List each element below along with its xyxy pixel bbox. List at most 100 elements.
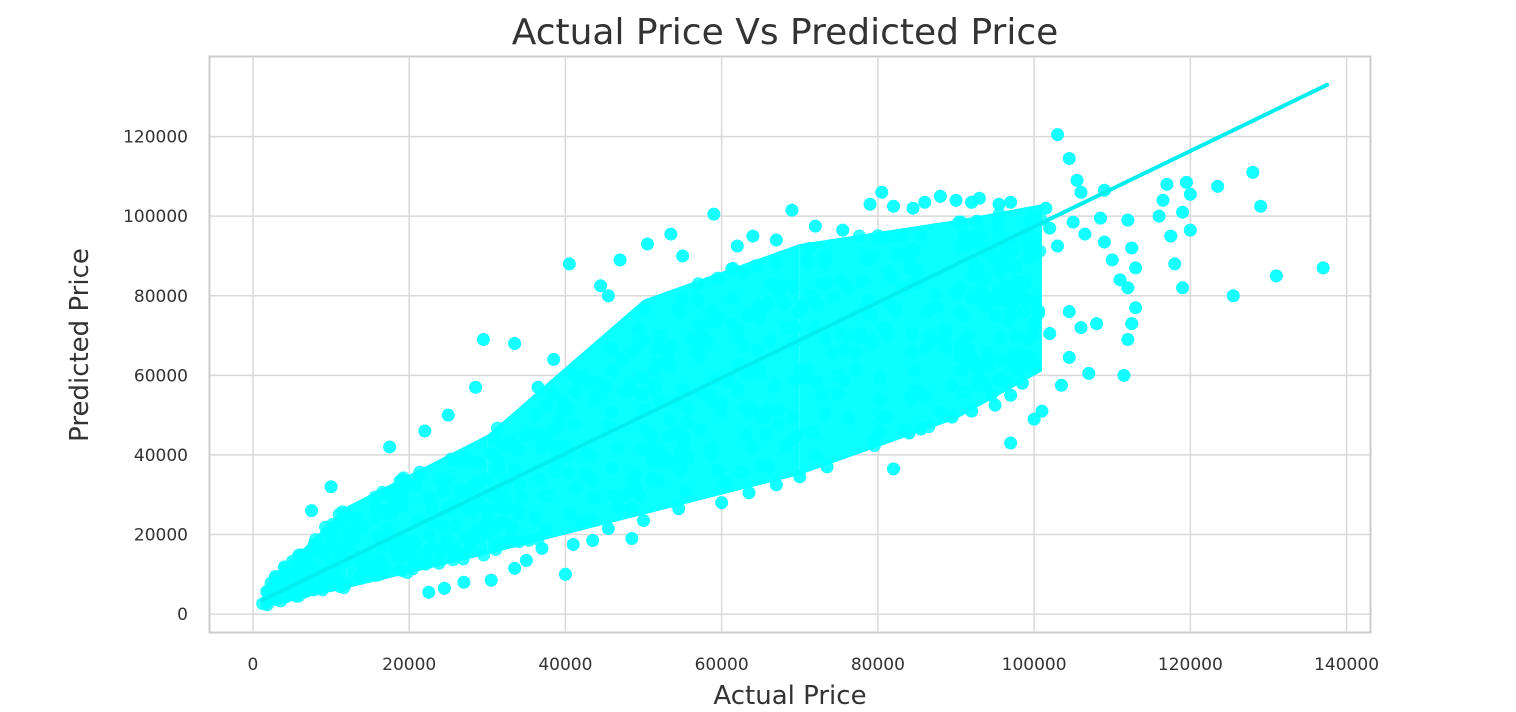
scatter-point — [1094, 211, 1108, 225]
scatter-point — [566, 537, 580, 551]
scatter-point — [628, 468, 642, 482]
scatter-point — [923, 329, 937, 343]
scatter-point — [546, 388, 560, 402]
scatter-point — [637, 303, 651, 317]
scatter-point — [1035, 404, 1049, 418]
scatter-point — [357, 556, 371, 570]
scatter-point — [769, 478, 783, 492]
scatter-point — [1004, 388, 1018, 402]
scatter-point — [949, 193, 963, 207]
scatter-point — [668, 456, 682, 470]
scatter-point — [504, 435, 518, 449]
scatter-point — [730, 239, 744, 253]
scatter-point — [626, 345, 640, 359]
scatter-point — [434, 544, 448, 558]
scatter-point — [903, 261, 917, 275]
scatter-point — [992, 207, 1006, 221]
scatter-point — [460, 502, 474, 516]
scatter-point — [562, 257, 576, 271]
scatter-point — [425, 502, 439, 516]
scatter-point — [1125, 317, 1139, 331]
scatter-point — [791, 305, 805, 319]
scatter-point — [991, 286, 1005, 300]
scatter-point — [715, 496, 729, 510]
scatter-point — [945, 410, 959, 424]
scatter-point — [673, 306, 687, 320]
scatter-point — [861, 252, 875, 266]
scatter-point — [1004, 309, 1018, 323]
scatter-point — [541, 489, 555, 503]
scatter-point — [618, 487, 632, 501]
scatter-point — [571, 373, 585, 387]
scatter-point — [830, 386, 844, 400]
scatter-point — [274, 594, 288, 608]
x-tick-label: 40000 — [538, 655, 592, 675]
scatter-point — [854, 331, 868, 345]
scatter-point — [278, 560, 292, 574]
scatter-point — [481, 512, 495, 526]
scatter-point — [348, 520, 362, 534]
scatter-point — [1051, 239, 1065, 253]
scatter-point — [749, 259, 763, 273]
scatter-point — [636, 371, 650, 385]
scatter-point — [436, 484, 450, 498]
scatter-point — [726, 291, 740, 305]
scatter-point — [638, 423, 652, 437]
x-tick-label: 120000 — [1158, 655, 1223, 675]
scatter-point — [632, 323, 646, 337]
scatter-point — [939, 324, 953, 338]
scatter-point — [446, 553, 460, 567]
scatter-point — [810, 449, 824, 463]
scatter-point — [1125, 241, 1139, 255]
scatter-point — [799, 370, 813, 384]
chart-title: Actual Price Vs Predicted Price — [512, 12, 1059, 53]
scatter-point — [448, 543, 462, 557]
scatter-point — [742, 308, 756, 322]
scatter-point — [636, 442, 650, 456]
scatter-point — [569, 384, 583, 398]
scatter-point — [1117, 368, 1131, 382]
scatter-point — [930, 300, 944, 314]
scatter-point — [1074, 185, 1088, 199]
scatter-point — [1027, 412, 1041, 426]
scatter-point — [757, 411, 771, 425]
scatter-point — [510, 502, 524, 516]
scatter-point — [714, 404, 728, 418]
scatter-point — [1316, 261, 1330, 275]
scatter-point — [842, 330, 856, 344]
scatter-point — [887, 199, 901, 213]
scatter-point — [519, 553, 533, 567]
scatter-point — [855, 274, 869, 288]
scatter-point — [865, 336, 879, 350]
scatter-point — [815, 388, 829, 402]
scatter-point — [1028, 360, 1042, 374]
scatter-point — [680, 416, 694, 430]
scatter-point — [901, 246, 915, 260]
scatter-point — [613, 253, 627, 267]
scatter-point — [1043, 327, 1057, 341]
scatter-point — [1246, 165, 1260, 179]
scatter-point — [1179, 175, 1193, 189]
scatter-point — [1027, 294, 1041, 308]
scatter-point — [290, 561, 304, 575]
scatter-point — [653, 455, 667, 469]
scatter-point — [788, 372, 802, 386]
scatter-point — [769, 255, 783, 269]
y-axis-label: Predicted Price — [65, 248, 95, 442]
scatter-point — [1226, 289, 1240, 303]
scatter-point — [587, 473, 601, 487]
y-tick-label: 40000 — [134, 446, 188, 466]
scatter-point — [432, 556, 446, 570]
scatter-point — [746, 229, 760, 243]
scatter-point — [1007, 257, 1021, 271]
scatter-point — [837, 373, 851, 387]
scatter-point — [548, 465, 562, 479]
scatter-point — [487, 432, 501, 446]
scatter-point — [1001, 294, 1015, 308]
scatter-point — [331, 518, 345, 532]
scatter-point — [906, 346, 920, 360]
scatter-point — [636, 333, 650, 347]
scatter-point — [372, 530, 386, 544]
scatter-point — [549, 420, 563, 434]
scatter-point — [1062, 350, 1076, 364]
